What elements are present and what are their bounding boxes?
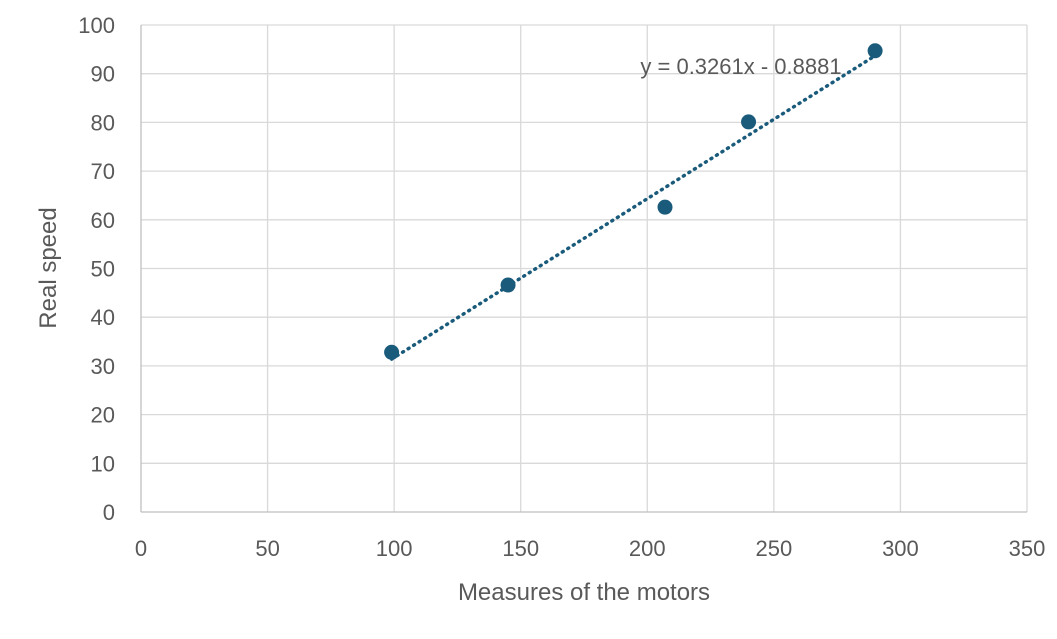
y-tick-label: 20: [91, 403, 115, 428]
x-tick-label: 50: [255, 536, 279, 561]
data-point: [867, 43, 883, 59]
y-tick-label: 100: [78, 13, 115, 38]
x-tick-label: 200: [629, 536, 666, 561]
x-tick-labels: 0 50 100 150 200 250 300 350: [135, 536, 1045, 561]
gridlines: [141, 24, 1028, 512]
data-point: [384, 344, 400, 360]
data-point: [741, 114, 757, 130]
x-tick-label: 250: [755, 536, 792, 561]
y-tick-label: 80: [91, 110, 115, 135]
y-tick-label: 40: [91, 305, 115, 330]
x-tick-label: 300: [882, 536, 919, 561]
y-tick-label: 70: [91, 159, 115, 184]
trendline-path: [389, 54, 877, 361]
y-tick-label: 30: [91, 354, 115, 379]
y-tick-label: 0: [103, 500, 115, 525]
data-point: [500, 277, 516, 293]
y-axis-title: Real speed: [35, 207, 62, 328]
x-axis-title: Measures of the motors: [458, 579, 710, 606]
trendline: [389, 54, 877, 361]
x-tick-label: 0: [135, 536, 147, 561]
y-tick-label: 60: [91, 208, 115, 233]
x-tick-label: 100: [376, 536, 413, 561]
x-tick-label: 350: [1009, 536, 1046, 561]
y-tick-labels: 0 10 20 30 40 50 60 70 80 90 100: [78, 13, 115, 525]
data-point: [657, 199, 673, 215]
trendline-equation: y = 0.3261x - 0.8881: [640, 54, 841, 79]
y-tick-label: 90: [91, 62, 115, 87]
y-tick-label: 50: [91, 257, 115, 282]
x-tick-label: 150: [502, 536, 539, 561]
y-tick-label: 10: [91, 451, 115, 476]
axes: [140, 25, 1027, 513]
data-points: [384, 43, 883, 360]
